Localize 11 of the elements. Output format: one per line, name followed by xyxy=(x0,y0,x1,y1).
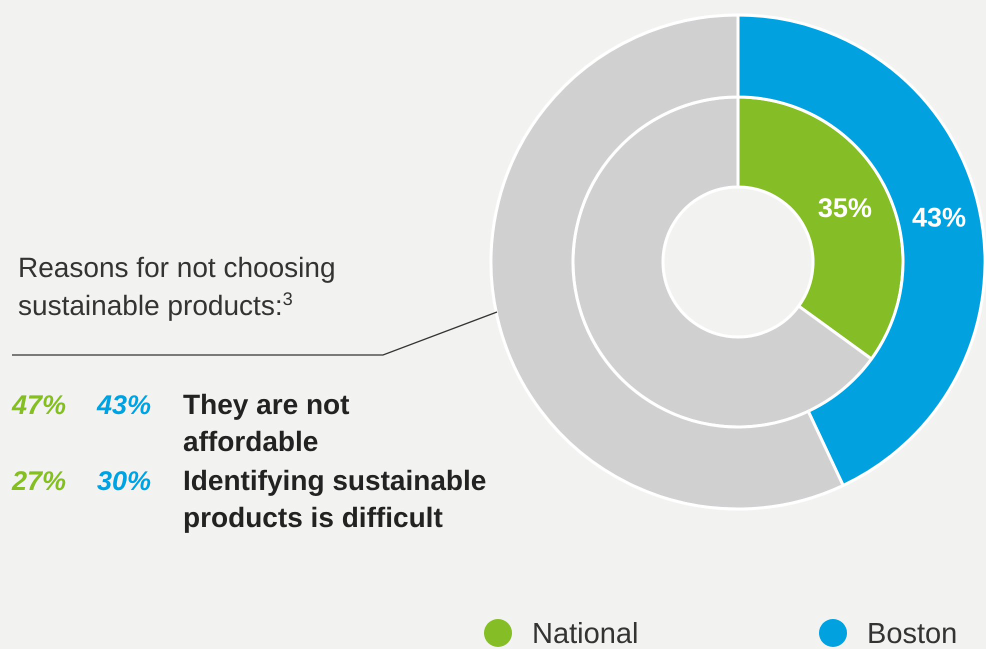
data-label: 35% xyxy=(818,192,872,223)
legend-label: National xyxy=(532,618,638,649)
text: 30% xyxy=(97,466,152,496)
text: 43% xyxy=(96,390,152,420)
text: 47% xyxy=(11,390,66,420)
text: Identifying sustainable products is difficult xyxy=(183,465,486,533)
text: They are not affordable xyxy=(183,389,350,457)
legend-label: Boston xyxy=(867,618,958,649)
data-label: 43% xyxy=(912,202,966,233)
text: 27% xyxy=(11,466,66,496)
text: Reasons for not choosing sustainable products:$^{3}$ xyxy=(18,252,336,321)
